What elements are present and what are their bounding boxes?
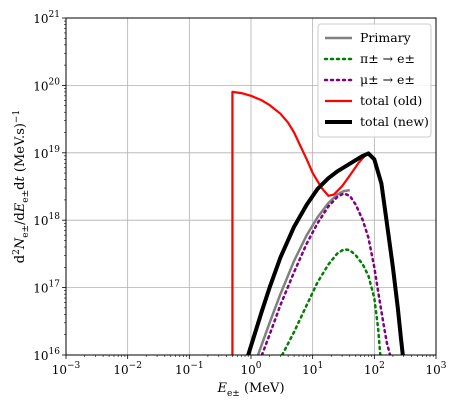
axis-ticks [62,17,437,359]
y-axis-label: d2Ne±/dEe±dt (MeV.s)−1 [12,110,31,263]
plot-series [231,90,405,355]
legend-label: Primary [360,30,412,45]
series-line-1 [280,248,382,355]
legend-box [317,23,432,138]
x-tick-label: 10−2 [113,361,142,377]
x-tick-label: 103 [425,361,446,377]
legend: Primary π± → e± μ± → e± total (old) total (n… [317,23,432,138]
x-tick-label: 101 [302,361,323,377]
legend-label: π± → e± [360,51,415,66]
y-tick-label: 1021 [33,10,60,26]
legend-label: total (new) [360,114,429,129]
legend-label: total (old) [360,93,422,108]
x-tick-label: 100 [240,361,261,377]
y-tick-label: 1016 [33,347,60,363]
axis-tick-labels: 10−3 10−2 10−1 100 101 102 103 1016 1017 1018 1019… [33,10,447,377]
x-tick-label: 102 [364,361,385,377]
y-tick-label: 1018 [33,212,60,228]
x-tick-label: 10−1 [175,361,204,377]
x-axis-label: Ee± (MeV) [216,381,284,399]
y-tick-label: 1020 [33,77,60,93]
series-line-0 [256,188,351,355]
y-tick-label: 1019 [33,145,60,161]
series-line-4 [246,151,405,355]
y-tick-label: 1017 [33,280,60,296]
series-line-2 [260,192,392,355]
x-tick-label: 10−3 [52,361,81,377]
legend-label: μ± → e± [360,72,415,87]
series-line-3 [231,90,370,355]
